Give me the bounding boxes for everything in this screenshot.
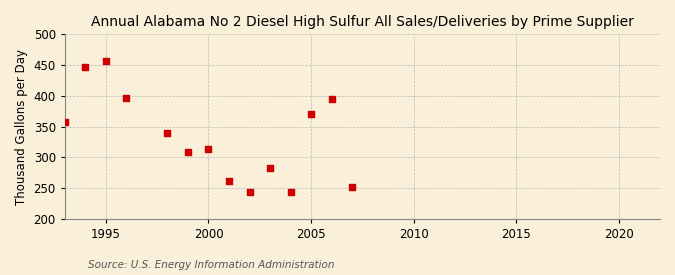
Point xyxy=(223,178,234,183)
Point xyxy=(244,189,255,194)
Point xyxy=(80,65,90,69)
Y-axis label: Thousand Gallons per Day: Thousand Gallons per Day xyxy=(15,48,28,205)
Point xyxy=(285,189,296,194)
Text: Source: U.S. Energy Information Administration: Source: U.S. Energy Information Administ… xyxy=(88,260,334,270)
Point xyxy=(182,150,193,155)
Point xyxy=(162,130,173,135)
Point xyxy=(265,166,275,170)
Point xyxy=(59,120,70,124)
Point xyxy=(306,111,317,116)
Point xyxy=(347,185,358,189)
Title: Annual Alabama No 2 Diesel High Sulfur All Sales/Deliveries by Prime Supplier: Annual Alabama No 2 Diesel High Sulfur A… xyxy=(91,15,634,29)
Point xyxy=(101,59,111,63)
Point xyxy=(326,97,337,102)
Point xyxy=(121,96,132,100)
Point xyxy=(203,147,214,152)
